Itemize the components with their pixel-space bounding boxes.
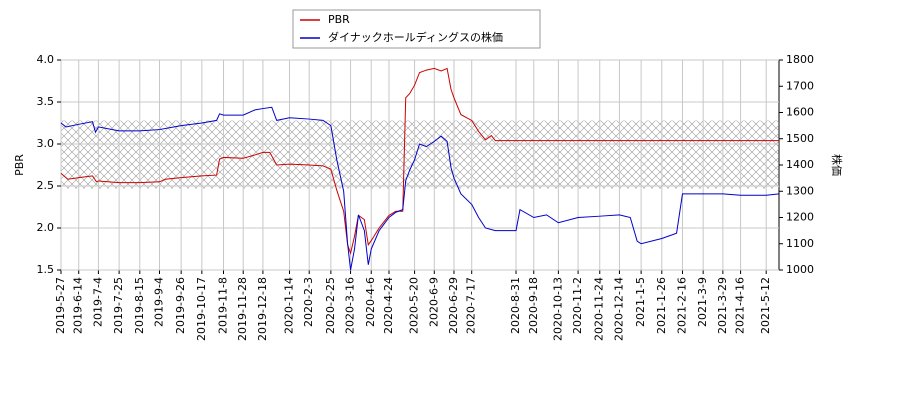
x-tick-label: 2019-7-4: [91, 277, 104, 327]
x-tick-label: 2020-2-25: [324, 277, 337, 334]
y2-tick-label: 1600: [786, 106, 814, 119]
y-tick-label: 3.5: [37, 95, 55, 108]
x-tick-label: 2019-7-25: [112, 277, 125, 334]
legend: [292, 9, 541, 49]
series-line: [60, 106, 780, 271]
y-tick-label: 4.0: [37, 53, 55, 66]
x-tick-label: 2019-11-28: [236, 277, 249, 341]
x-tick-label: 2019-12-18: [256, 277, 269, 341]
y-tick-label: 2.0: [37, 221, 55, 234]
y2-tick-label: 1000: [786, 263, 814, 276]
x-tick-label: 2020-1-14: [282, 277, 295, 334]
x-tick-label: 2019-10-17: [195, 277, 208, 341]
x-tick-label: 2019-9-26: [174, 277, 187, 334]
x-tick-label: 2019-11-8: [217, 277, 230, 334]
x-tick-label: 2021-3-9: [696, 277, 709, 327]
x-tick-label: 2021-3-29: [716, 277, 729, 334]
x-tick-label: 2020-6-9: [427, 277, 440, 327]
y2-tick-label: 1500: [786, 132, 814, 145]
x-tick-label: 2020-3-16: [344, 277, 357, 334]
x-tick-label: 2020-5-20: [408, 277, 421, 334]
y-tick-label: 1.5: [37, 263, 55, 276]
legend-label: PBR: [328, 13, 350, 26]
x-tick-label: 2020-4-24: [382, 277, 395, 334]
y-tick-label: 3.0: [37, 137, 55, 150]
y2-tick-label: 1400: [786, 158, 814, 171]
reference-band: [61, 120, 779, 189]
legend-label: ダイナックホールディングスの株価: [328, 30, 503, 44]
y2-tick-label: 1100: [786, 237, 814, 250]
x-tick-label: 2021-2-16: [675, 277, 688, 334]
y2-tick-label: 1200: [786, 211, 814, 224]
x-tick-label: 2020-2-3: [302, 277, 315, 327]
x-tick-label: 2020-4-6: [364, 277, 377, 327]
y-tick-label: 2.5: [37, 179, 55, 192]
x-tick-label: 2021-4-16: [734, 277, 747, 334]
x-tick-label: 2021-1-26: [655, 277, 668, 334]
series-line: [60, 67, 779, 255]
x-tick-label: 2021-1-5: [634, 277, 647, 327]
x-tick-label: 2020-6-29: [447, 277, 460, 334]
y2-tick-label: 1300: [786, 184, 814, 197]
x-tick-label: 2019-6-14: [72, 277, 85, 334]
y2-tick-label: 1800: [786, 53, 814, 66]
x-tick-label: 2020-8-31: [509, 277, 522, 334]
x-tick-label: 2019-8-15: [133, 277, 146, 334]
x-tick-label: 2020-7-17: [465, 277, 478, 334]
y2-tick-label: 1700: [786, 79, 814, 92]
y-axis-label: PBR: [13, 154, 26, 176]
x-tick-label: 2020-11-24: [593, 277, 606, 341]
x-tick-label: 2020-9-18: [527, 277, 540, 334]
x-tick-label: 2020-11-2: [571, 277, 584, 334]
x-tick-label: 2020-10-13: [551, 277, 564, 341]
x-tick-label: 2019-5-27: [54, 277, 67, 334]
y2-axis-label: 株価: [830, 154, 844, 176]
x-tick-label: 2021-5-12: [759, 277, 772, 334]
x-tick-label: 2019-9-4: [152, 277, 165, 327]
x-tick-label: 2020-12-14: [612, 277, 625, 341]
